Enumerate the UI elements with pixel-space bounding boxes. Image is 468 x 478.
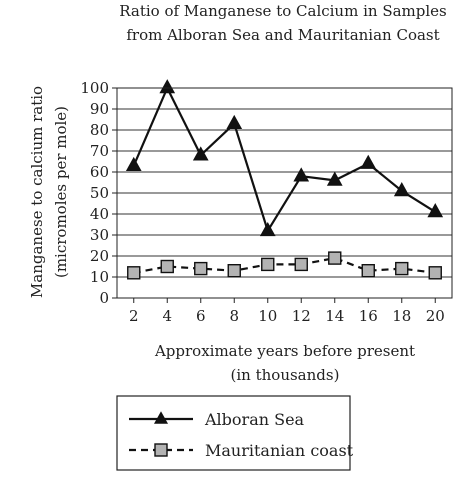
- data-point-s0-8: [226, 114, 243, 129]
- x-axis-label-line-1: Approximate years before present: [154, 342, 415, 360]
- data-point-s0-10: [259, 221, 276, 237]
- data-point-s1-14: [328, 251, 342, 265]
- x-tick-label-20: 20: [426, 307, 445, 325]
- data-point-s1-16: [361, 264, 375, 278]
- x-tick-label-14: 14: [325, 307, 344, 325]
- data-point-s0-6: [192, 146, 209, 161]
- data-point-s1-10: [261, 257, 275, 272]
- data-point-s0-4: [159, 79, 176, 94]
- y-tick-label-70: 70: [90, 142, 109, 160]
- legend-marker-1: [154, 443, 168, 457]
- x-tick-labels: 2 4 6 8 10 12 14 16 18 20: [129, 298, 445, 325]
- series-line-1: [133, 257, 436, 274]
- x-tick-label-2: 2: [129, 307, 139, 325]
- y-tick-label-10: 10: [90, 268, 109, 286]
- chart-title-line-2: from Alboran Sea and Mauritanian Coast: [126, 26, 439, 44]
- data-point-s0-2: [125, 156, 142, 171]
- series-layer: [125, 79, 444, 280]
- y-tick-label-80: 80: [90, 121, 109, 139]
- x-tick-label-4: 4: [162, 307, 172, 325]
- legend-box: [116, 395, 351, 471]
- data-point-s0-20: [427, 203, 444, 218]
- data-point-s1-4: [160, 259, 174, 274]
- x-tick-label-18: 18: [392, 307, 411, 325]
- y-tick-label-0: 0: [99, 289, 109, 307]
- plot-area-frame: [116, 87, 453, 299]
- y-tick-label-100: 100: [80, 79, 109, 97]
- y-tick-label-30: 30: [90, 226, 109, 244]
- chart-title-line-1: Ratio of Manganese to Calcium in Samples: [119, 2, 446, 20]
- y-tick-label-40: 40: [90, 205, 109, 223]
- data-point-s1-20: [428, 266, 442, 280]
- legend-label-0: Alboran Sea: [204, 410, 305, 429]
- legend-marker-0: [154, 411, 168, 424]
- data-point-s1-8: [227, 264, 241, 278]
- data-point-s0-12: [293, 167, 310, 182]
- data-point-s1-12: [294, 257, 308, 272]
- x-tick-label-10: 10: [258, 307, 277, 325]
- x-tick-label-12: 12: [292, 307, 311, 325]
- x-axis-label-line-2: (in thousands): [231, 366, 340, 384]
- data-point-s1-6: [194, 261, 208, 276]
- y-tick-labels: 0 10 20 30 40 50 60 70 80 90 100: [80, 79, 117, 307]
- series-line-0: [132, 86, 436, 232]
- data-point-s0-18: [393, 182, 410, 197]
- y-tick-label-60: 60: [90, 163, 109, 181]
- series-0: [125, 79, 444, 237]
- x-tick-label-8: 8: [229, 307, 239, 325]
- data-point-s0-16: [360, 154, 377, 169]
- x-tick-label-16: 16: [359, 307, 378, 325]
- data-point-s1-2: [127, 266, 141, 280]
- legend-label-1: Mauritanian coast: [205, 441, 354, 460]
- y-tick-label-50: 50: [90, 184, 109, 202]
- x-tick-label-6: 6: [196, 307, 206, 325]
- legend: Alboran Sea Mauritanian coast: [116, 395, 354, 471]
- y-axis-label-line-1: Manganese to calcium ratio: [28, 86, 46, 298]
- y-tick-label-90: 90: [90, 100, 109, 118]
- series-1: [127, 251, 442, 280]
- data-point-s1-18: [395, 261, 409, 276]
- y-tick-label-20: 20: [90, 247, 109, 265]
- y-axis-label-line-2: (micromoles per mole): [52, 106, 70, 278]
- data-point-s0-14: [326, 171, 343, 186]
